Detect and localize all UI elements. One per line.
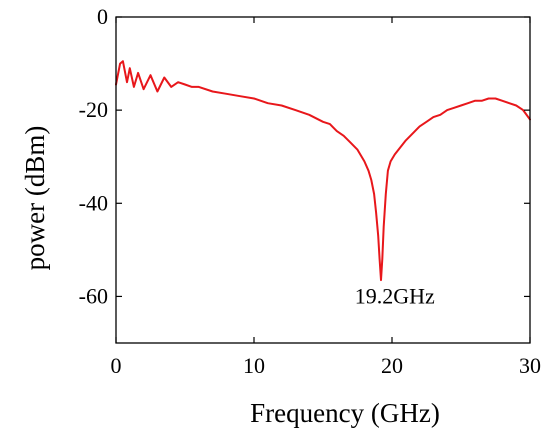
x-tick-label: 30 [519, 353, 541, 378]
x-tick-label: 10 [243, 353, 265, 378]
y-axis-label: power (dBm) [20, 126, 50, 271]
y-tick-label: -60 [79, 283, 108, 308]
x-axis-label: Frequency (GHz) [250, 398, 440, 428]
y-tick-label: -20 [79, 97, 108, 122]
plot-frame [115, 16, 531, 344]
axes [115, 16, 531, 344]
annotation-label: 19.2GHz [355, 283, 435, 308]
series-line [115, 60, 531, 282]
x-tick-label: 0 [111, 353, 122, 378]
x-tick-label: 20 [381, 353, 403, 378]
y-tick-label: -40 [79, 190, 108, 215]
y-tick-label: 0 [97, 4, 108, 29]
labels: Frequency (GHz) power (dBm) 0 10 20 30 0 -20 -… [20, 4, 541, 428]
series-layer [115, 60, 531, 282]
